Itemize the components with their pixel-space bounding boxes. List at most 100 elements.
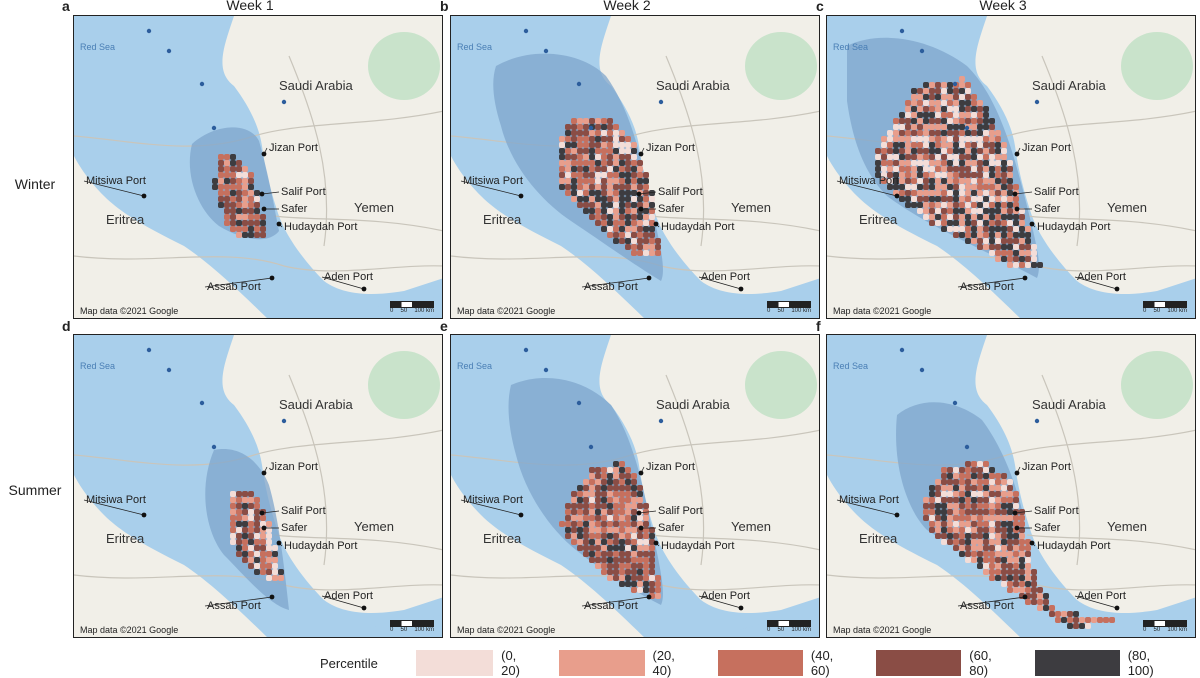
heatmap-cell bbox=[929, 82, 935, 88]
heatmap-cell bbox=[941, 184, 947, 190]
heatmap-cell bbox=[254, 202, 260, 208]
heatmap-cell bbox=[941, 521, 947, 527]
heatmap-cell bbox=[631, 515, 637, 521]
heatmap-cell bbox=[965, 196, 971, 202]
heatmap-cell bbox=[607, 160, 613, 166]
heatmap-cell bbox=[971, 94, 977, 100]
heatmap-cell bbox=[947, 106, 953, 112]
heatmap-cell bbox=[236, 232, 242, 238]
heatmap-cell bbox=[559, 184, 565, 190]
heatmap-cell bbox=[565, 136, 571, 142]
port-label: Hudaydah Port bbox=[1037, 221, 1111, 233]
heatmap-cell bbox=[995, 190, 1001, 196]
legend-label: (0, 20) bbox=[501, 648, 520, 678]
heatmap-cell bbox=[643, 527, 649, 533]
port-label: Assab Port bbox=[584, 600, 638, 612]
heatmap-cell bbox=[1085, 617, 1091, 623]
heatmap-cell bbox=[893, 172, 899, 178]
heatmap-cell bbox=[1013, 250, 1019, 256]
heatmap-cell bbox=[947, 94, 953, 100]
heatmap-cell bbox=[601, 184, 607, 190]
heatmap-cell bbox=[613, 208, 619, 214]
heatmap-cell bbox=[589, 214, 595, 220]
port-dot bbox=[1029, 221, 1035, 227]
city-dot bbox=[952, 400, 958, 406]
heatmap-cell bbox=[923, 172, 929, 178]
heatmap-cell bbox=[953, 94, 959, 100]
heatmap-cell bbox=[947, 208, 953, 214]
sea-label: Red Sea bbox=[457, 361, 493, 371]
heatmap-cell bbox=[1007, 232, 1013, 238]
heatmap-cell bbox=[230, 515, 236, 521]
port-label: Jizan Port bbox=[646, 461, 695, 473]
heatmap-cell bbox=[947, 497, 953, 503]
heatmap-cell bbox=[637, 539, 643, 545]
heatmap-cell bbox=[971, 226, 977, 232]
heatmap-cell bbox=[619, 196, 625, 202]
heatmap-cell bbox=[1109, 617, 1115, 623]
heatmap-cell bbox=[947, 124, 953, 130]
heatmap-cell bbox=[1007, 196, 1013, 202]
heatmap-cell bbox=[565, 527, 571, 533]
heatmap-cell bbox=[983, 533, 989, 539]
heatmap-cell bbox=[595, 148, 601, 154]
heatmap-cell bbox=[959, 142, 965, 148]
heatmap-cell bbox=[625, 166, 631, 172]
heatmap-cell bbox=[965, 166, 971, 172]
heatmap-cell bbox=[1007, 214, 1013, 220]
heatmap-cell bbox=[643, 238, 649, 244]
heatmap-cell bbox=[905, 148, 911, 154]
heatmap-cell bbox=[1001, 142, 1007, 148]
heatmap-cell bbox=[1019, 515, 1025, 521]
heatmap-cell bbox=[601, 473, 607, 479]
heatmap-cell bbox=[1007, 539, 1013, 545]
row-header-winter: Winter bbox=[14, 176, 56, 192]
heatmap-cell bbox=[649, 563, 655, 569]
heatmap-cell bbox=[941, 178, 947, 184]
heatmap-cell bbox=[977, 244, 983, 250]
heatmap-cell bbox=[959, 533, 965, 539]
heatmap-cell bbox=[218, 172, 224, 178]
heatmap-cell bbox=[947, 509, 953, 515]
heatmap-cell bbox=[631, 232, 637, 238]
heatmap-cell bbox=[965, 539, 971, 545]
heatmap-cell bbox=[935, 190, 941, 196]
heatmap-cell bbox=[254, 533, 260, 539]
heatmap-cell bbox=[887, 178, 893, 184]
heatmap-cell bbox=[230, 178, 236, 184]
heatmap-cell bbox=[248, 178, 254, 184]
heatmap-cell bbox=[643, 232, 649, 238]
heatmap-cell bbox=[935, 184, 941, 190]
heatmap-cell bbox=[613, 214, 619, 220]
heatmap-cell bbox=[625, 202, 631, 208]
heatmap-cell bbox=[643, 184, 649, 190]
heatmap-cell bbox=[995, 172, 1001, 178]
heatmap-cell bbox=[959, 190, 965, 196]
heatmap-cell bbox=[1019, 587, 1025, 593]
heatmap-cell bbox=[923, 202, 929, 208]
heatmap-cell bbox=[965, 172, 971, 178]
heatmap-cell bbox=[983, 106, 989, 112]
heatmap-cell bbox=[236, 551, 242, 557]
heatmap-cell bbox=[905, 106, 911, 112]
heatmap-cell bbox=[637, 250, 643, 256]
heatmap-cell bbox=[1037, 587, 1043, 593]
heatmap-cell bbox=[953, 202, 959, 208]
heatmap-cell bbox=[1043, 605, 1049, 611]
heatmap-cell bbox=[595, 178, 601, 184]
heatmap-cell bbox=[929, 124, 935, 130]
heatmap-cell bbox=[619, 136, 625, 142]
heatmap-cell bbox=[887, 172, 893, 178]
heatmap-cell bbox=[607, 521, 613, 527]
heatmap-cell bbox=[983, 112, 989, 118]
heatmap-cell bbox=[613, 160, 619, 166]
heatmap-cell bbox=[965, 557, 971, 563]
heatmap-cell bbox=[589, 190, 595, 196]
heatmap-cell bbox=[272, 551, 278, 557]
heatmap-cell bbox=[1073, 617, 1079, 623]
heatmap-cell bbox=[230, 160, 236, 166]
heatmap-cell bbox=[583, 491, 589, 497]
heatmap-cell bbox=[971, 497, 977, 503]
heatmap-cell bbox=[601, 166, 607, 172]
heatmap-cell bbox=[631, 503, 637, 509]
